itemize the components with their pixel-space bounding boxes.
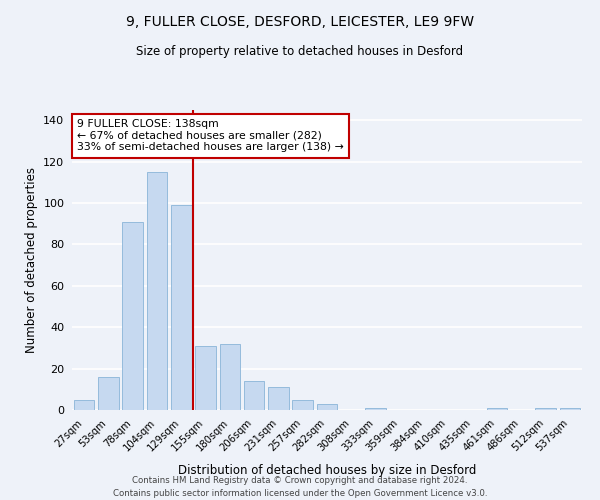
Bar	[195, 346, 216, 410]
Bar	[122, 222, 143, 410]
Bar	[146, 172, 167, 410]
Bar	[560, 408, 580, 410]
Bar	[220, 344, 240, 410]
Bar	[98, 377, 119, 410]
Text: 9 FULLER CLOSE: 138sqm
← 67% of detached houses are smaller (282)
33% of semi-de: 9 FULLER CLOSE: 138sqm ← 67% of detached…	[77, 119, 344, 152]
Bar	[244, 381, 265, 410]
Text: Contains public sector information licensed under the Open Government Licence v3: Contains public sector information licen…	[113, 488, 487, 498]
X-axis label: Distribution of detached houses by size in Desford: Distribution of detached houses by size …	[178, 464, 476, 477]
Text: 9, FULLER CLOSE, DESFORD, LEICESTER, LE9 9FW: 9, FULLER CLOSE, DESFORD, LEICESTER, LE9…	[126, 15, 474, 29]
Bar	[171, 205, 191, 410]
Text: Size of property relative to detached houses in Desford: Size of property relative to detached ho…	[136, 45, 464, 58]
Y-axis label: Number of detached properties: Number of detached properties	[25, 167, 38, 353]
Text: Contains HM Land Registry data © Crown copyright and database right 2024.: Contains HM Land Registry data © Crown c…	[132, 476, 468, 485]
Bar	[365, 408, 386, 410]
Bar	[292, 400, 313, 410]
Bar	[487, 408, 508, 410]
Bar	[535, 408, 556, 410]
Bar	[317, 404, 337, 410]
Bar	[74, 400, 94, 410]
Bar	[268, 387, 289, 410]
